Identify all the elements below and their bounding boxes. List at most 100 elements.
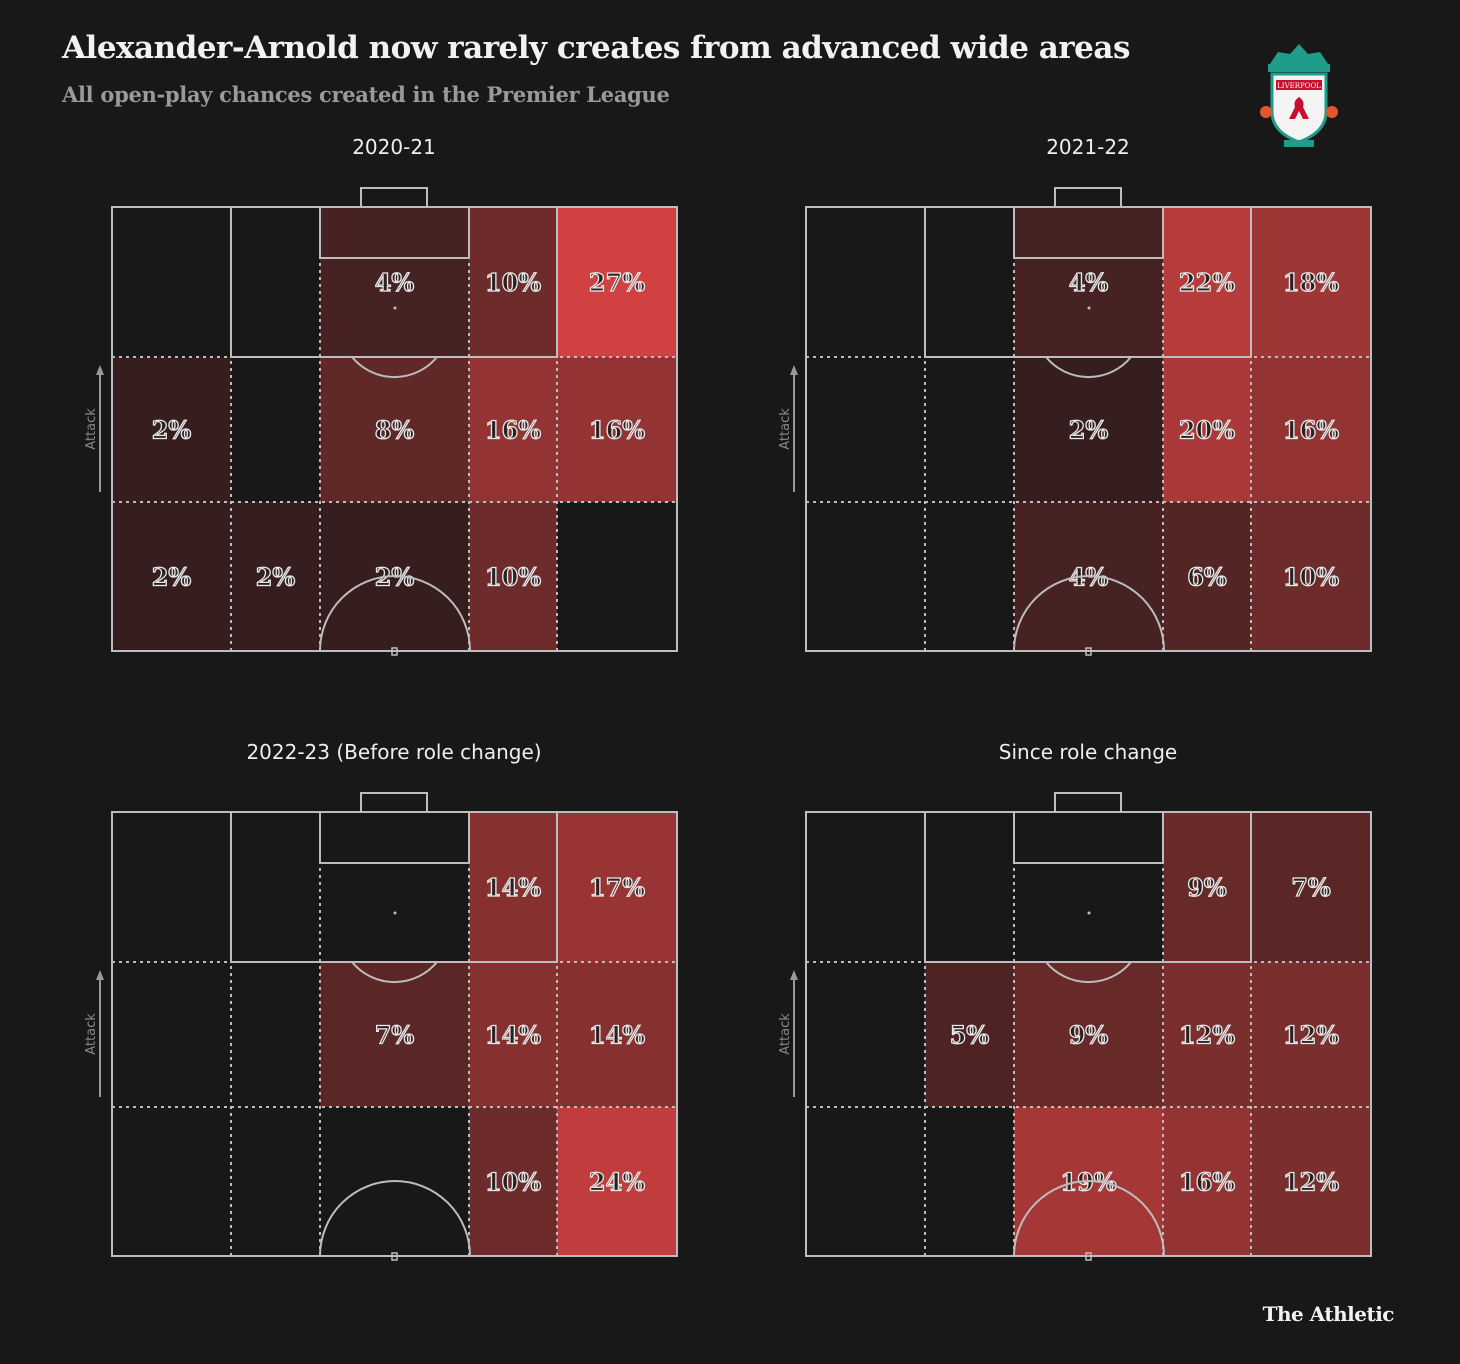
arrow-head-icon <box>96 970 104 980</box>
cell-percentage-label: 2% <box>152 563 192 592</box>
panel-title: 2021-22 <box>1046 135 1130 159</box>
heatmap-cell <box>1251 1107 1371 1256</box>
heatmap-cell <box>469 502 557 651</box>
heatmap-cell <box>320 207 469 357</box>
heatmap-cell <box>1251 962 1371 1107</box>
heatmap-cell <box>112 962 231 1107</box>
heatmap-cell <box>231 502 320 651</box>
cell-percentage-label: 27% <box>589 268 645 297</box>
penalty-arc <box>351 961 438 984</box>
heatmap-cell <box>1014 962 1163 1107</box>
heatmap-cell <box>1163 1107 1251 1256</box>
heatmap-cell <box>112 502 231 651</box>
cell-percentage-label: 10% <box>485 563 541 592</box>
heatmap-cell <box>469 1107 557 1256</box>
heatmap-cell <box>806 502 925 651</box>
cell-percentage-label: 10% <box>485 268 541 297</box>
heatmap-cell <box>231 207 320 357</box>
heatmap-cell <box>1163 207 1251 357</box>
six-yard-box <box>1013 207 1164 259</box>
cell-percentage-label: 4% <box>1069 268 1109 297</box>
heatmap-cell <box>469 357 557 502</box>
centre-spot <box>391 1252 398 1261</box>
cell-percentage-label: 2% <box>256 563 296 592</box>
pitch-panel: 2021-224% 22% 18%2% 20% 16%4% 6% 10%Attack <box>778 135 1372 656</box>
cell-percentage-label: 2% <box>1069 416 1109 445</box>
centre-circle <box>319 575 471 652</box>
six-yard-box <box>1013 812 1164 864</box>
cell-percentage-label: 14% <box>589 1021 645 1050</box>
chart-title: Alexander-Arnold now rarely creates from… <box>62 30 1130 66</box>
heatmap-cell <box>1163 357 1251 502</box>
heatmap-cell <box>1163 962 1251 1107</box>
panel-title: 2022-23 (Before role change) <box>246 740 541 764</box>
six-yard-box <box>319 207 470 259</box>
heatmap-cell <box>806 207 925 357</box>
arrow-head-icon <box>96 365 104 375</box>
heatmap-cell <box>112 207 231 357</box>
heatmap-cell <box>806 812 925 962</box>
centre-spot <box>391 647 398 656</box>
cell-percentage-label: 14% <box>485 1021 541 1050</box>
cell-percentage-label: 10% <box>485 1168 541 1197</box>
penalty-arc <box>351 356 438 379</box>
attack-label: Attack <box>84 408 99 450</box>
heatmap-cell <box>1251 812 1371 962</box>
penalty-spot <box>1087 306 1091 310</box>
cell-percentage-label: 22% <box>1179 268 1235 297</box>
heatmap-cell <box>320 962 469 1107</box>
heatmap-cell <box>557 962 677 1107</box>
arrow-head-icon <box>790 365 798 375</box>
cell-percentage-label: 4% <box>375 268 415 297</box>
cell-percentage-label: 16% <box>1283 416 1339 445</box>
heatmap-cell <box>557 812 677 962</box>
cell-percentage-label: 18% <box>1283 268 1339 297</box>
cell-percentage-label: 2% <box>152 416 192 445</box>
heatmap-cell <box>1251 357 1371 502</box>
pitch-panel: 2022-23 (Before role change) 14% 17% 7% 14% 1… <box>84 740 678 1261</box>
penalty-area <box>924 207 1252 358</box>
centre-circle <box>1013 1180 1165 1257</box>
cell-percentage-label: 16% <box>485 416 541 445</box>
heatmap-cell <box>320 357 469 502</box>
heatmap-cell <box>469 207 557 357</box>
cell-percentage-label: 12% <box>1283 1168 1339 1197</box>
cell-percentage-label: 9% <box>1069 1021 1109 1050</box>
heatmap-cell <box>806 1107 925 1256</box>
heatmap-cell <box>925 962 1014 1107</box>
cell-percentage-label: 10% <box>1283 563 1339 592</box>
heatmap-cell <box>1014 207 1163 357</box>
heatmap-cell <box>1251 207 1371 357</box>
heatmap-cell <box>231 812 320 962</box>
heatmap-cell <box>925 1107 1014 1256</box>
penalty-area <box>924 812 1252 963</box>
heatmap-cell <box>231 1107 320 1256</box>
heatmap-cell <box>925 207 1014 357</box>
heatmap-cell <box>1163 502 1251 651</box>
panel-title: 2020-21 <box>352 135 436 159</box>
cell-percentage-label: 8% <box>375 416 415 445</box>
heatmap-cell <box>925 502 1014 651</box>
heatmap-cell <box>1163 812 1251 962</box>
six-yard-box <box>319 812 470 864</box>
heatmap-cell <box>1251 502 1371 651</box>
heatmap-cell <box>1014 812 1163 962</box>
cell-percentage-label: 17% <box>589 873 645 902</box>
penalty-arc <box>1045 961 1132 984</box>
panel-title: Since role change <box>999 740 1177 764</box>
penalty-spot <box>393 911 397 915</box>
heatmap-cell <box>557 207 677 357</box>
heatmap-cell <box>112 1107 231 1256</box>
penalty-area <box>230 207 558 358</box>
goal <box>360 187 428 208</box>
penalty-area <box>230 812 558 963</box>
heatmap-cell <box>320 812 469 962</box>
cell-percentage-label: 9% <box>1187 873 1227 902</box>
arrow-head-icon <box>790 970 798 980</box>
heatmap-cell <box>112 812 231 962</box>
cell-percentage-label: 14% <box>485 873 541 902</box>
penalty-spot <box>393 306 397 310</box>
cell-percentage-label: 16% <box>589 416 645 445</box>
heatmap-cell <box>925 812 1014 962</box>
